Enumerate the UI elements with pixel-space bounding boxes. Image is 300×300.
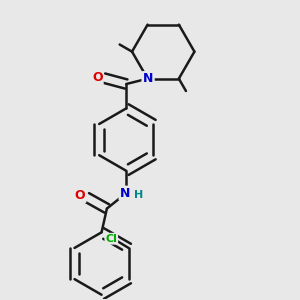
Text: N: N: [119, 187, 130, 200]
Text: N: N: [143, 72, 154, 85]
Text: H: H: [134, 190, 143, 200]
Text: Cl: Cl: [105, 234, 117, 244]
Text: N: N: [142, 72, 153, 85]
Text: O: O: [75, 189, 86, 202]
Text: O: O: [92, 71, 103, 84]
